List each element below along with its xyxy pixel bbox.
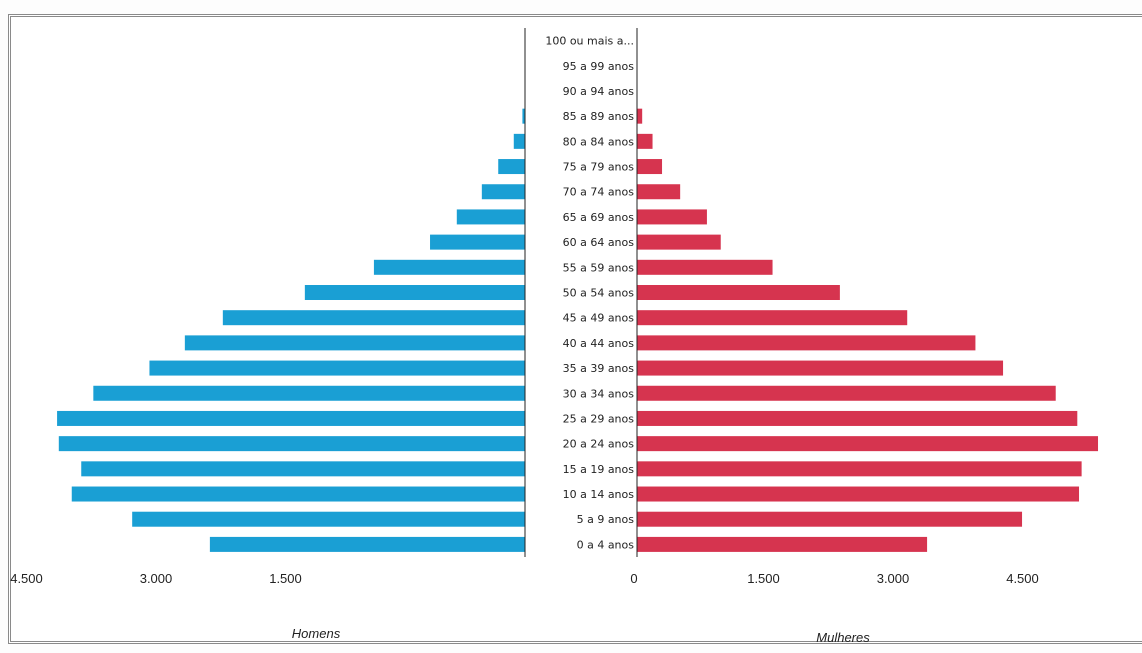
chart-frame [8,14,1142,644]
bar-mulheres [637,108,643,124]
bar-mulheres [637,184,681,200]
bar-mulheres [637,159,663,175]
age-group-label: 45 a 49 anos [563,312,635,325]
bar-homens [304,285,525,300]
bar-mulheres [637,234,721,250]
age-group-labels: 0 a 4 anos 5 a 9 anos 10 a 14 anos 15 a 19 … [545,35,634,552]
age-group-label: 25 a 29 anos [563,412,635,425]
age-group-label: 50 a 54 anos [563,287,635,300]
x-tick-label-homens: 1.500 [269,571,302,586]
age-group-label: 100 ou mais a... [545,35,634,48]
bar-homens [513,133,525,149]
bar-homens [58,436,526,452]
bar-mulheres [637,133,653,149]
x-tick-label-homens: 4.500 [10,571,43,586]
bar-homens [456,209,525,225]
age-group-label: 90 a 94 anos [563,85,635,98]
bar-homens [522,108,525,124]
age-group-label: 95 a 99 anos [563,60,635,73]
age-group-label: 15 a 19 anos [563,463,635,476]
age-group-label: 10 a 14 anos [563,488,635,501]
bar-homens [430,234,525,250]
bar-mulheres [637,209,707,225]
age-group-label: 80 a 84 anos [563,135,635,148]
bar-homens [149,360,525,376]
bar-mulheres [637,536,928,552]
bar-homens [81,461,525,477]
age-group-label: 65 a 69 anos [563,211,635,224]
bar-mulheres [637,335,976,351]
bar-mulheres [637,360,1004,376]
x-tick-labels: 4.500 3.000 1.500 0 1.500 3.000 4.500 [10,571,1039,586]
age-group-label: 0 a 4 anos [577,538,635,551]
age-group-label: 75 a 79 anos [563,161,635,174]
bar-homens [222,310,526,326]
age-group-label: 85 a 89 anos [563,110,635,123]
bar-mulheres [637,285,840,300]
bar-mulheres [637,410,1078,426]
bar-homens [481,184,525,200]
age-group-label: 40 a 44 anos [563,337,635,350]
age-group-label: 55 a 59 anos [563,261,635,274]
x-tick-label-mulheres: 3.000 [877,571,910,586]
bar-homens [93,385,525,401]
bar-homens [71,486,525,502]
age-group-label: 20 a 24 anos [563,438,635,451]
bar-mulheres [637,310,908,326]
bar-mulheres [637,436,1099,452]
axes [524,28,638,557]
bar-mulheres [637,511,1023,527]
bar-mulheres [637,385,1056,401]
bar-homens [132,511,525,527]
bar-homens [57,410,525,426]
age-group-label: 35 a 39 anos [563,362,635,375]
bar-mulheres [637,259,773,275]
x-tick-label-mulheres: 1.500 [747,571,780,586]
bar-homens [184,335,525,351]
x-tick-label-mulheres: 0 [630,571,637,586]
x-tick-label-homens: 3.000 [140,571,173,586]
age-group-label: 30 a 34 anos [563,387,635,400]
age-group-label: 70 a 74 anos [563,186,635,199]
x-tick-label-mulheres: 4.500 [1006,571,1039,586]
homens-bars [57,108,526,552]
bar-mulheres [637,486,1080,502]
bar-homens [498,159,525,175]
axis-title-mulheres: Mulheres [816,630,870,645]
mulheres-bars [637,108,1099,552]
axis-title-homens: Homens [292,626,341,641]
age-group-label: 60 a 64 anos [563,236,635,249]
bar-homens [209,536,525,552]
bar-mulheres [637,461,1082,477]
age-group-label: 5 a 9 anos [577,513,635,526]
bar-homens [373,259,525,275]
